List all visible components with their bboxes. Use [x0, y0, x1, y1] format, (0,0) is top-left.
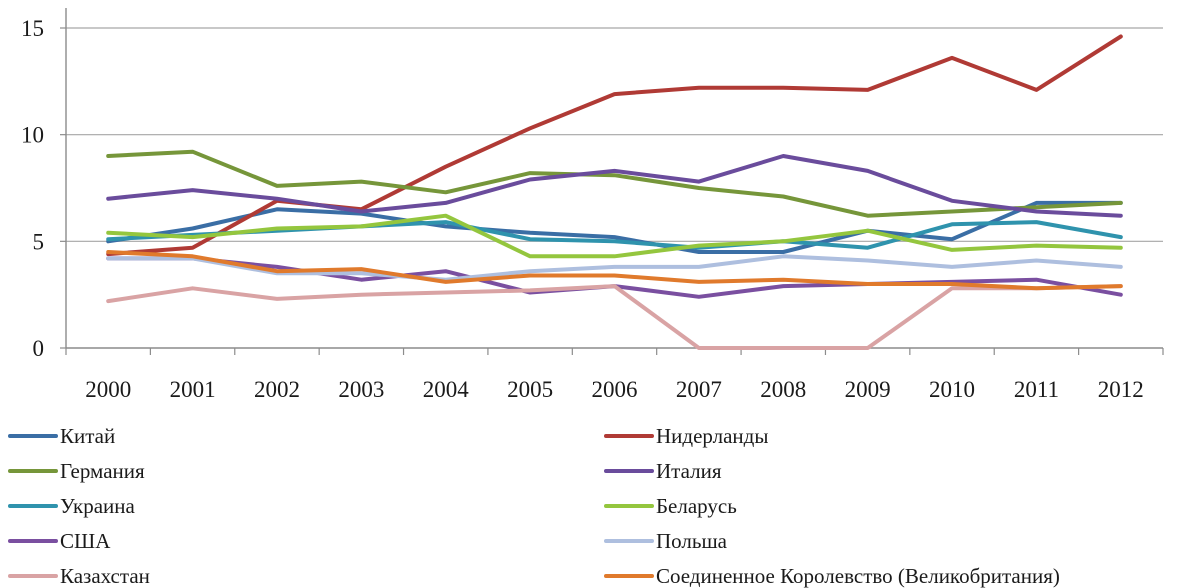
x-tick-label: 2012	[1098, 377, 1144, 402]
x-tick-label: 2000	[85, 377, 131, 402]
legend-label: Германия	[60, 459, 145, 483]
series-line-9	[106, 250, 1123, 291]
series-line-4	[106, 220, 1123, 250]
x-tick-label: 2002	[254, 377, 300, 402]
x-tick-label: 2003	[338, 377, 384, 402]
y-tick-label: 10	[21, 123, 44, 148]
legend-label: Нидерланды	[656, 424, 768, 448]
series-line-1	[106, 34, 1123, 257]
x-tick-label: 2001	[170, 377, 216, 402]
series-line-2	[106, 149, 1123, 218]
legend-label: Соединенное Королевство (Великобритания)	[656, 564, 1060, 588]
x-tick-label: 2004	[423, 377, 470, 402]
x-tick-label: 2009	[845, 377, 891, 402]
x-tick-label: 2005	[507, 377, 553, 402]
series-line-5	[106, 213, 1123, 259]
x-tick-label: 2010	[929, 377, 975, 402]
series-line-8	[106, 284, 1123, 350]
y-tick-label: 5	[33, 229, 45, 254]
legend-label: Италия	[656, 459, 722, 483]
legend-label: США	[60, 529, 111, 553]
legend-label: Польша	[656, 529, 728, 553]
x-tick-label: 2008	[760, 377, 806, 402]
series-lines	[106, 34, 1123, 350]
series-line-0	[106, 200, 1123, 254]
legend-label: Казахстан	[60, 564, 150, 588]
series-line-7	[106, 254, 1123, 282]
series-line-3	[106, 154, 1123, 218]
y-tick-label: 0	[33, 336, 45, 361]
legend-label: Украина	[60, 494, 136, 518]
legend: Китай Нидерланды Германия Италия Украина Бела…	[8, 424, 1060, 588]
y-tick-label: 15	[21, 16, 44, 41]
legend-label: Беларусь	[656, 494, 737, 518]
x-tick-label: 2011	[1014, 377, 1059, 402]
x-tick-label: 2007	[676, 377, 722, 402]
axes: 0 5 10 15 2000 2001 2002 2003 2004 2005 2006 2007 20…	[21, 8, 1164, 402]
legend-label: Китай	[60, 424, 115, 448]
x-tick-label: 2006	[592, 377, 638, 402]
